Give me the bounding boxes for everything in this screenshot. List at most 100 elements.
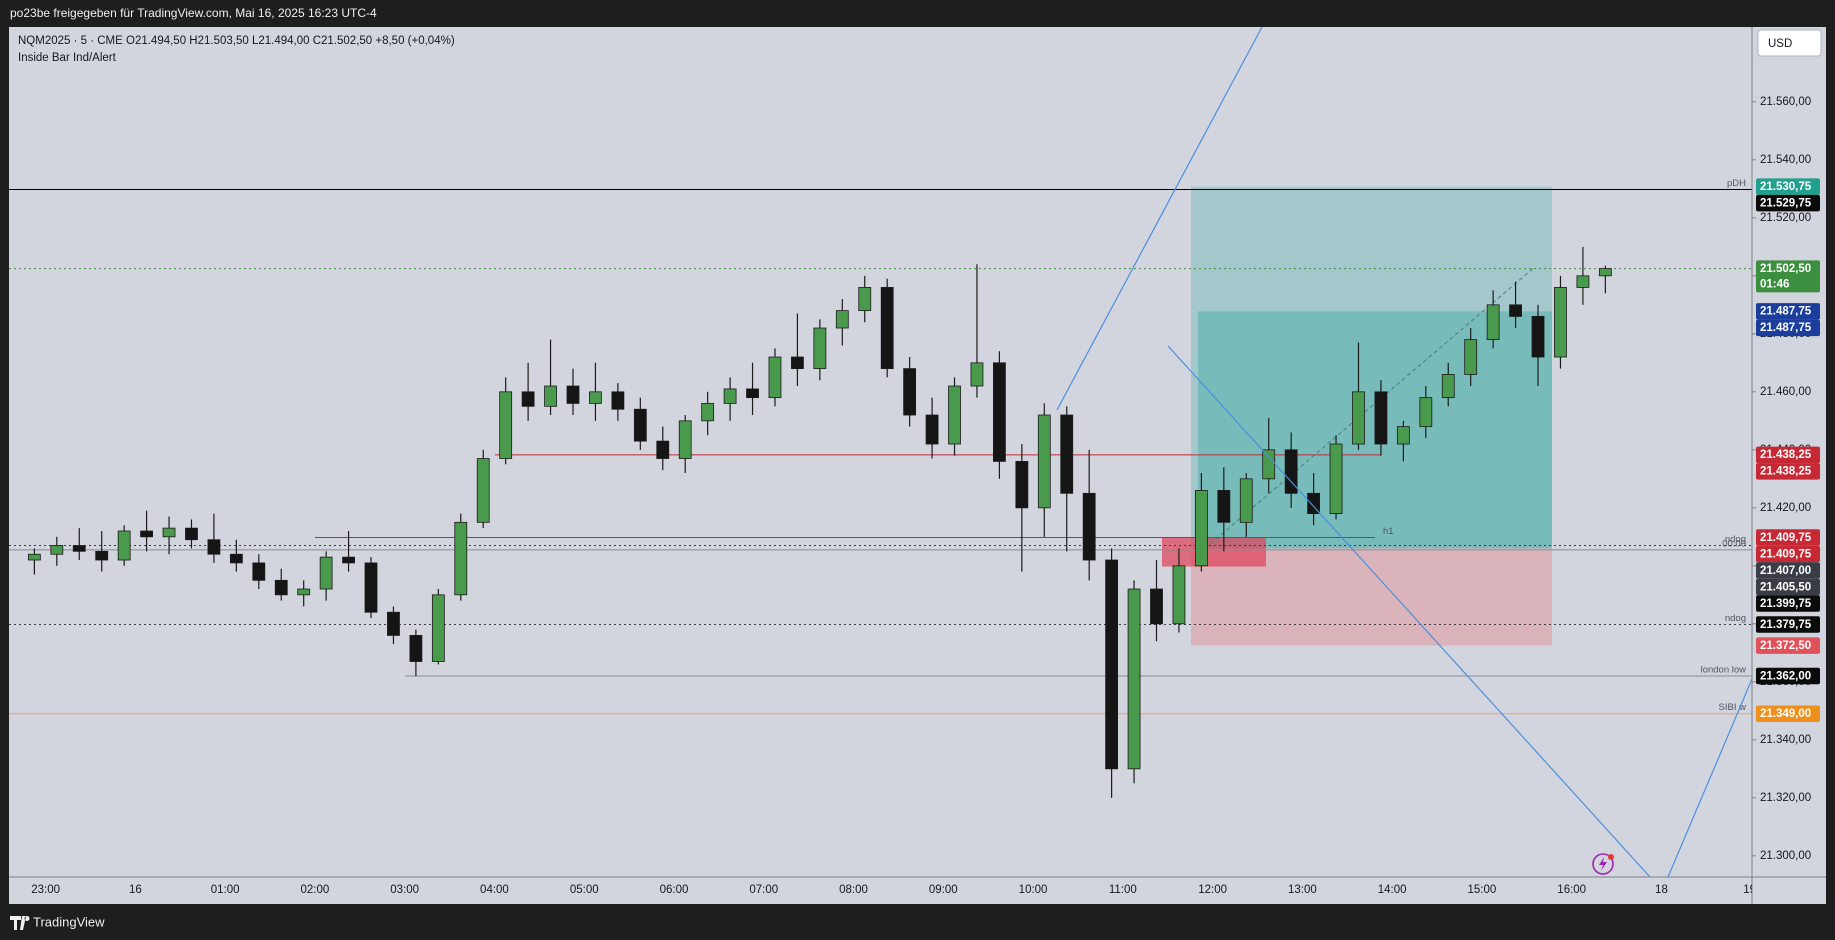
x-tick-label: 04:00 [480,884,509,896]
price-tag-label: 21.409,75 [1760,548,1812,560]
candle-body [1150,588,1163,625]
y-tick-label: 21.420,00 [1760,502,1811,514]
trendline[interactable] [1167,345,1651,877]
candle-body [1127,588,1141,770]
candle-body [319,556,333,590]
candle-body [656,440,670,459]
candle-body [1374,391,1388,445]
x-tick-label: 23:00 [31,884,60,896]
candle-body [27,553,41,561]
level-label: ndog [1725,613,1746,624]
candle-body [229,553,243,564]
currency-label[interactable]: USD [1768,38,1792,50]
candle-body [723,388,737,404]
price-tag-label: 21.529,75 [1760,197,1812,209]
candle-body [431,594,445,662]
alert-icon[interactable] [1592,853,1614,875]
price-tag-label: 21.349,00 [1760,708,1811,720]
y-tick-label: 21.540,00 [1760,154,1811,166]
candle-body [1576,275,1590,288]
candle-body [970,362,984,387]
level-label: h1 [1383,526,1394,537]
candle-body [993,362,1006,462]
candle-body [274,579,288,596]
candle-body [1015,461,1029,509]
candle-body [95,550,109,561]
x-tick-label: 06:00 [660,884,689,896]
price-tag [1756,595,1820,612]
price-tag [1756,178,1820,195]
supply-zone [1162,537,1266,567]
candle-body [1217,490,1231,523]
y-tick-label: 21.340,00 [1760,734,1811,746]
trendline[interactable] [1056,27,1263,411]
x-tick-label: 10:00 [1019,884,1048,896]
candle-body [835,310,849,329]
price-tag [1756,667,1820,685]
candle-body [1486,304,1500,341]
price-tag-label: 21.409,75 [1760,532,1812,544]
price-tag [1756,446,1820,464]
candle-body [499,391,513,459]
price-tag [1756,637,1820,654]
price-tag-label: 21.438,25 [1760,466,1812,478]
x-tick-label: 01:00 [211,884,240,896]
candle-body [768,356,782,399]
candle-body [746,388,759,399]
candle-body [364,562,378,613]
candle-body [117,530,131,561]
price-tag-label: 21.407,00 [1760,565,1811,577]
y-tick-label: 21.460,00 [1760,386,1811,398]
candle-body [948,385,961,445]
tradingview-logo[interactable]: TradingView [10,914,105,930]
x-tick-label: 03:00 [390,884,419,896]
candle-body [252,562,266,581]
x-tick-label: 13:00 [1288,884,1317,896]
candle-body [185,527,198,541]
price-tag [1756,260,1820,293]
price-tag-label: 21.502,50 [1760,263,1811,275]
candle-body [1037,414,1051,509]
chart-area [9,27,1826,904]
footer-bar [0,904,1835,940]
candle-body [1082,492,1096,561]
candle-body [1441,374,1455,399]
price-tag-label: 21.487,75 [1760,322,1812,334]
candle-body [387,611,400,636]
candle-body [207,539,221,555]
price-tag [1756,562,1820,579]
price-tag [1756,303,1820,320]
candle-body [1352,391,1365,445]
indicator-name[interactable]: Inside Bar Ind/Alert [18,52,117,64]
share-header: po23be freigegeben für TradingView.com, … [10,6,377,20]
price-tag-label: 21.399,75 [1760,598,1812,610]
candles [27,246,1612,798]
countdown: 01:46 [1760,278,1789,290]
candle-body [1307,492,1321,515]
x-tick-label: 14:00 [1378,884,1407,896]
candle-body [476,458,490,523]
candle-body [1172,565,1186,625]
trendline[interactable] [1667,678,1752,877]
candle-body [1239,478,1253,523]
candle-body [611,391,625,410]
trendlines [1056,27,1752,877]
price-tag [1756,319,1820,337]
position-path [1204,268,1534,549]
candle-body [1598,268,1612,277]
level-label: london low [1701,665,1747,676]
price-tag-label: 21.372,50 [1760,640,1811,652]
brand[interactable]: TradingView [33,914,105,929]
level-label: 00:00 [1722,538,1746,549]
x-tick-label: 05:00 [570,884,599,896]
x-tick-label: 11:00 [1109,884,1137,896]
candle-body [1329,443,1343,515]
candle-body [701,403,715,422]
currency-button[interactable]: USD [1757,29,1822,57]
candle-body [589,391,602,404]
price-tag [1756,529,1820,546]
y-tick-label: 21.300,00 [1760,850,1811,862]
candle-body [858,287,872,312]
price-tag [1756,616,1820,633]
